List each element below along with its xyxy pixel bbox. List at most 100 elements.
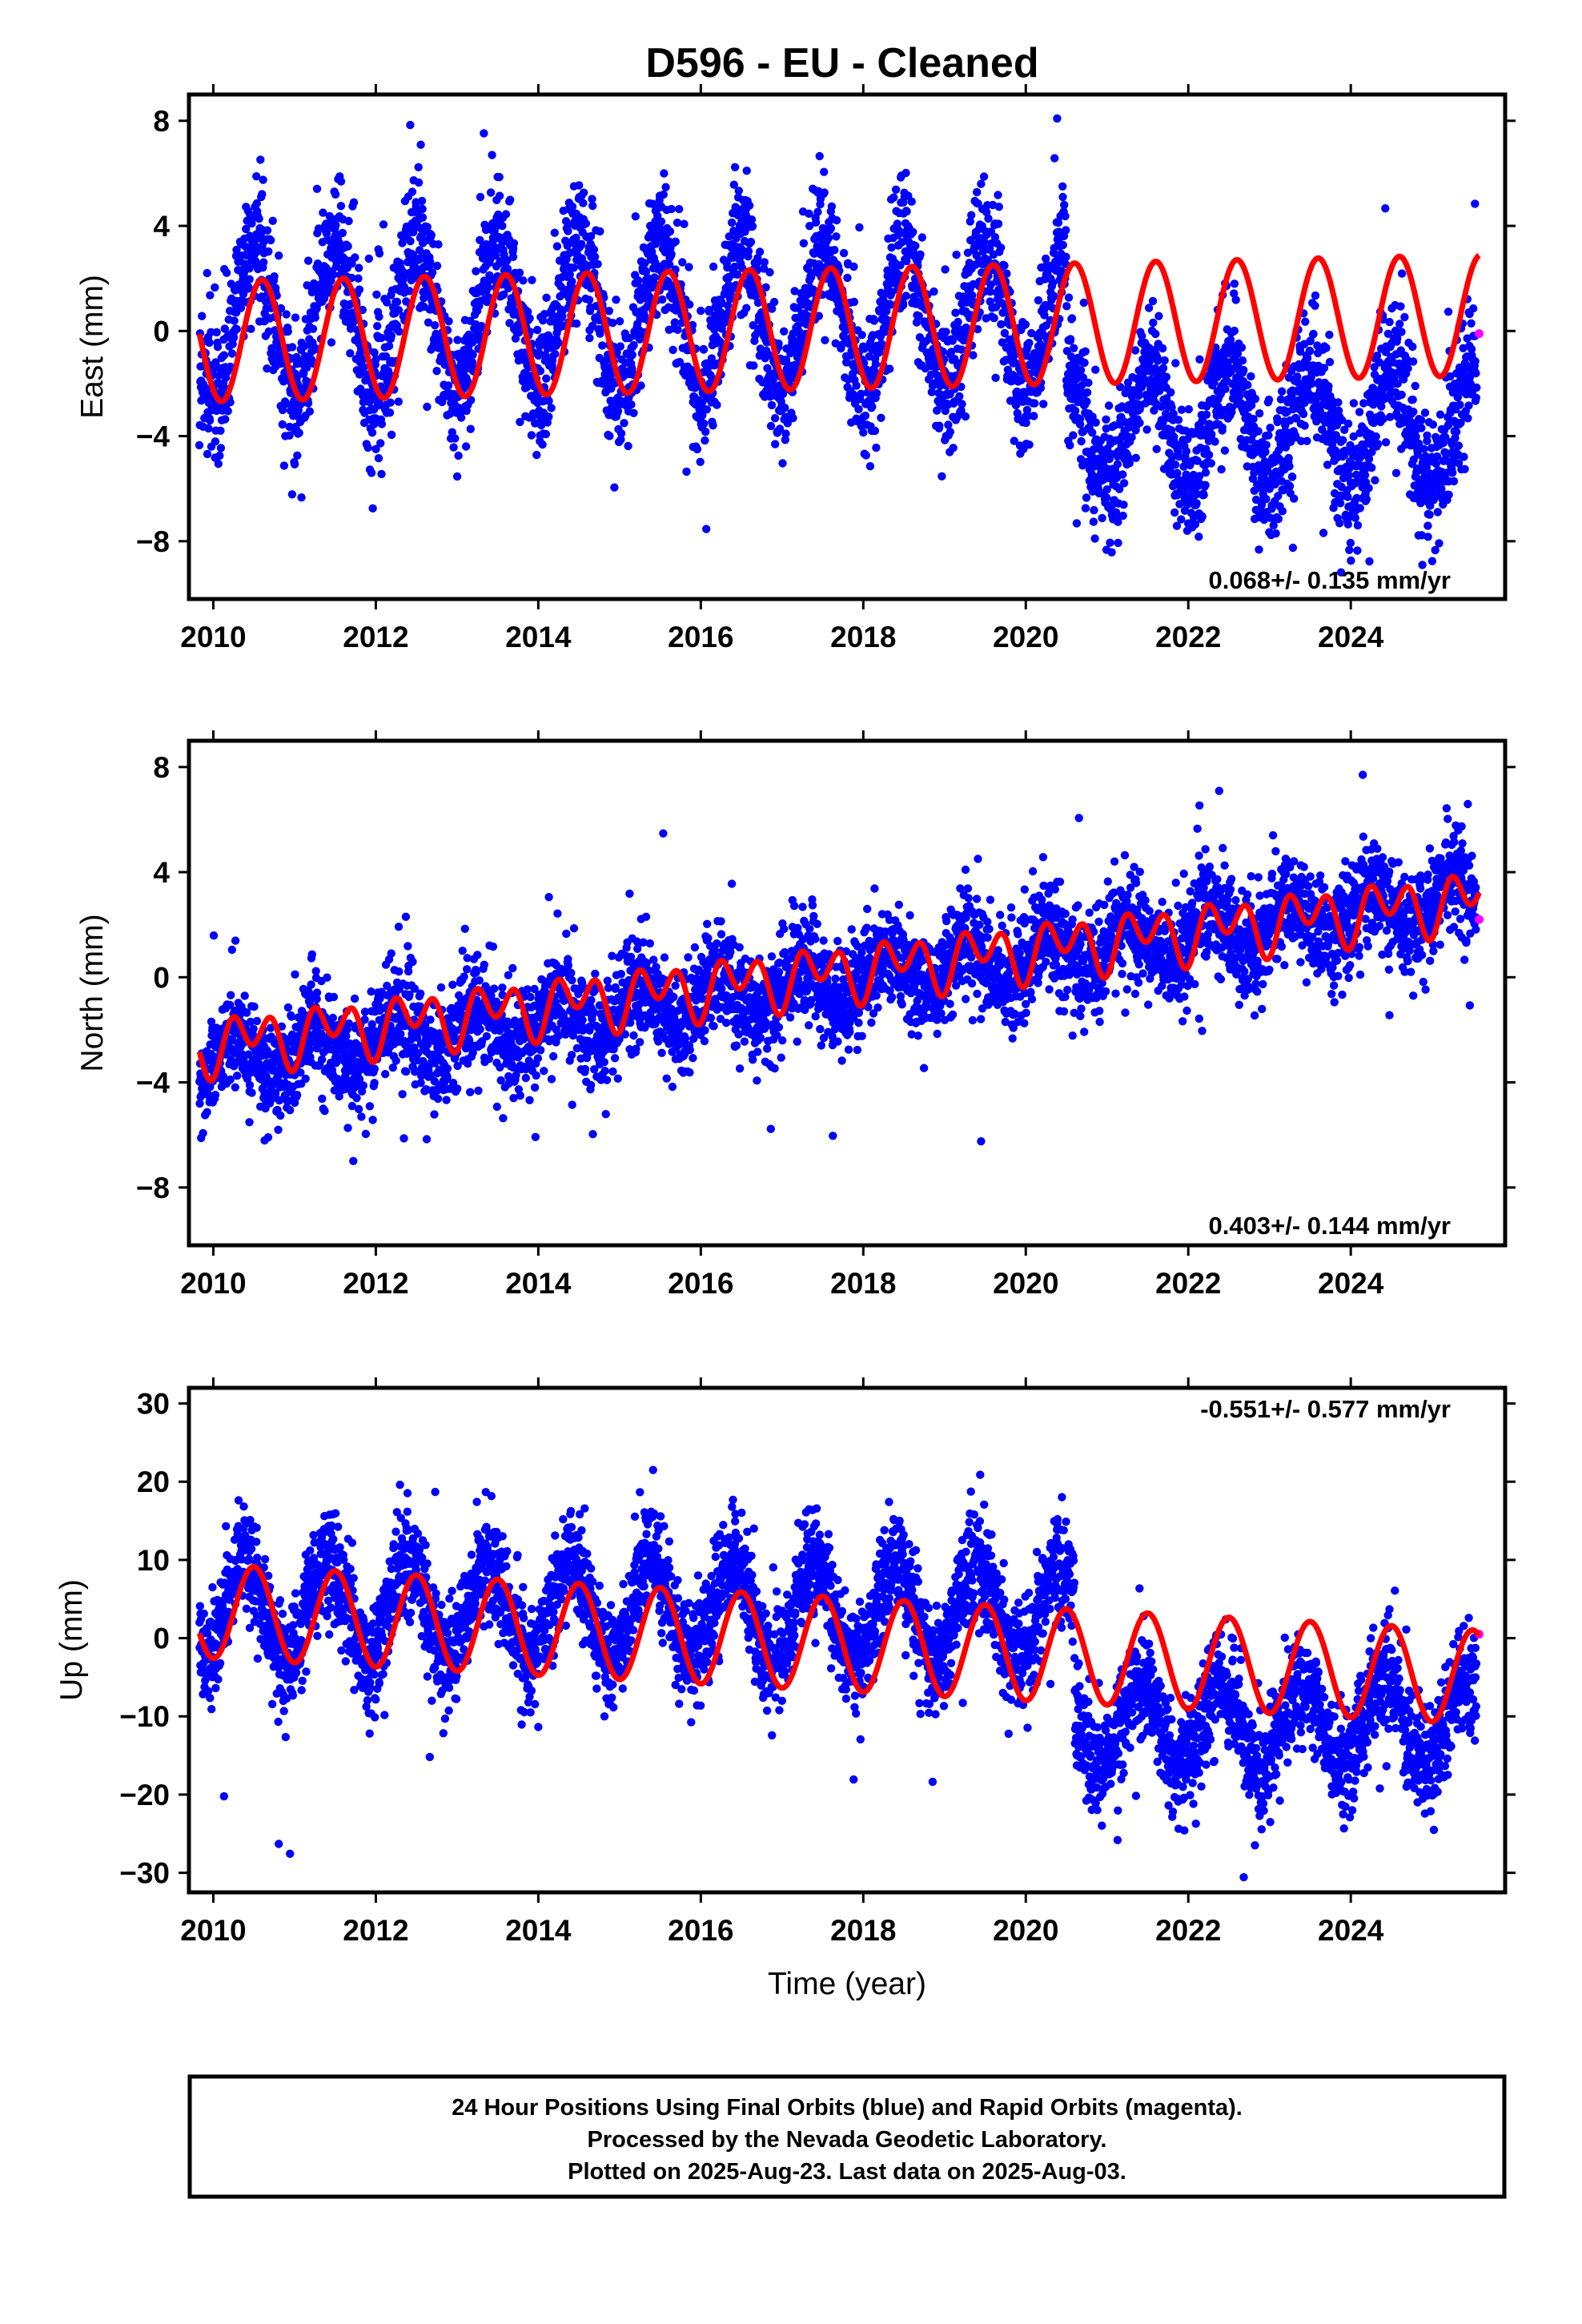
east-data-point [251,70,259,78]
east-data-point [852,381,861,390]
east-data-point [697,306,705,316]
east-data-point [1433,508,1443,517]
east-data-point [1131,453,1141,462]
east-data-point [781,355,791,364]
east-data-point [1025,339,1034,348]
east-data-point [872,443,881,452]
east-data-point [1162,372,1171,381]
east-data-point [839,248,849,258]
east-data-point [734,187,743,195]
east-data-point [264,247,273,256]
east-y-tick-label: 8 [153,105,170,138]
east-data-point [1050,154,1059,163]
east-data-point [1277,387,1287,396]
east-data-point [544,412,553,421]
east-data-point [631,212,640,221]
east-data-point [917,233,927,242]
east-data-point [744,247,753,255]
east-data-point [885,364,894,373]
east-data-point [1397,390,1406,400]
east-data-point [742,167,751,175]
east-data-point [1027,328,1036,338]
east-data-point [886,300,895,309]
east-x-tick-label: 2010 [180,621,246,653]
east-data-point [415,246,424,255]
east-data-point [1255,409,1264,418]
east-data-point [586,231,596,241]
east-data-point [577,239,586,248]
east-data-point [727,218,737,227]
east-data-point [1054,218,1063,227]
east-data-point [535,348,544,357]
east-data-point [359,363,368,372]
east-data-point [1174,416,1183,424]
east-data-point [1042,254,1050,263]
east-data-point [827,202,837,211]
east-data-point [951,308,960,317]
east-data-point [564,227,572,235]
east-data-point [213,343,223,352]
east-data-point [538,440,547,449]
east-data-point [376,439,385,448]
east-data-point [1082,388,1092,397]
east-data-point [1347,556,1355,565]
east-data-point [1444,490,1453,499]
east-data-point [1239,365,1248,375]
east-data-point [749,321,757,330]
east-data-point [1040,311,1049,320]
east-data-point [1169,409,1178,418]
east-data-point [1148,296,1158,306]
east-data-point [769,376,777,384]
east-data-point [374,454,383,463]
east-data-point [857,331,866,340]
east-data-point [778,389,788,399]
east-data-point [1091,365,1100,374]
east-data-point [1089,517,1098,526]
east-data-point [1301,317,1310,326]
east-data-point [1237,343,1247,352]
east-data-point [314,224,323,233]
east-data-point [605,432,614,440]
east-data-point [1039,400,1048,408]
east-data-point [198,312,207,320]
east-data-point [973,187,982,197]
east-data-point [613,407,623,416]
east-data-point [667,204,676,214]
east-data-point [1058,182,1067,191]
east-data-point [909,227,917,236]
east-data-point [930,287,938,296]
east-data-point [991,373,1000,382]
east-data-point [258,190,267,199]
east-data-point [627,400,636,409]
east-data-point [1230,326,1239,336]
east-data-point [702,525,711,533]
east-data-point [598,341,607,350]
east-data-point [882,307,891,316]
east-data-point [221,415,230,424]
east-data-point [877,413,885,422]
east-data-point [371,355,380,364]
east-data-point [1195,533,1203,541]
north-data-point [203,1108,211,1117]
east-data-point [1154,356,1163,364]
east-data-point [372,290,381,299]
east-data-point [1322,344,1331,352]
east-data-point [386,398,395,407]
east-data-point [659,190,668,199]
east-data-point [781,404,789,412]
east-data-point [255,214,263,223]
north-data-point [245,1080,255,1090]
east-data-point [432,367,441,376]
east-data-point [634,276,643,285]
east-data-point [954,317,962,327]
north-data-point [227,945,236,955]
east-data-point [1353,521,1363,530]
east-data-point [267,344,276,353]
east-data-point [408,187,417,196]
east-data-point [528,275,536,284]
east-data-point [1171,359,1180,368]
east-data-point [1204,450,1214,460]
east-data-point [713,400,721,409]
east-data-point [1467,319,1476,328]
east-data-point [414,163,423,171]
